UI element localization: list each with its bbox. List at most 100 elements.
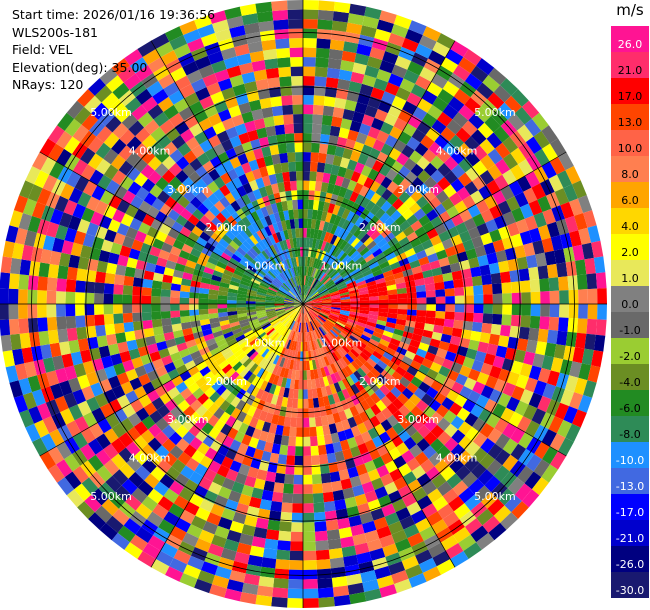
velocity-gate	[82, 180, 98, 197]
velocity-gate	[168, 503, 185, 518]
velocity-gate	[502, 169, 517, 186]
velocity-gate	[247, 41, 263, 54]
velocity-gate	[287, 152, 296, 163]
velocity-gate	[234, 123, 248, 136]
velocity-gate	[446, 119, 462, 135]
velocity-gate	[444, 351, 457, 362]
velocity-gate	[332, 392, 341, 404]
velocity-gate	[575, 259, 587, 276]
velocity-gate	[319, 406, 327, 417]
velocity-gate	[290, 531, 303, 542]
velocity-gate	[272, 343, 280, 354]
velocity-gate	[472, 213, 486, 227]
velocity-gate	[275, 264, 283, 274]
velocity-gate	[394, 578, 412, 594]
velocity-gate	[320, 325, 329, 334]
velocity-gate	[308, 266, 313, 277]
velocity-gate	[239, 367, 250, 378]
velocity-gate	[454, 287, 465, 296]
velocity-gate	[315, 549, 330, 561]
velocity-gate	[340, 306, 351, 309]
velocity-gate	[497, 102, 515, 120]
velocity-gate	[96, 126, 113, 143]
velocity-gate	[287, 228, 293, 239]
velocity-gate	[287, 369, 293, 380]
velocity-gate	[259, 499, 272, 511]
colorbar-tick-label: -1.0	[619, 324, 640, 337]
velocity-gate	[267, 270, 277, 279]
velocity-gate	[225, 392, 236, 404]
velocity-gate	[479, 332, 491, 344]
velocity-gate	[433, 203, 447, 216]
velocity-gate	[220, 388, 232, 400]
velocity-gate	[420, 336, 432, 346]
velocity-gate	[281, 396, 289, 408]
velocity-gate	[173, 43, 191, 59]
velocity-gate	[243, 22, 260, 35]
velocity-gate	[295, 312, 300, 322]
velocity-gate	[253, 118, 266, 130]
velocity-gate	[309, 290, 318, 298]
velocity-gate	[397, 304, 408, 310]
velocity-gate	[388, 521, 404, 535]
velocity-gate	[307, 322, 312, 332]
velocity-gate	[517, 465, 534, 484]
velocity-gate	[337, 166, 347, 178]
velocity-gate	[286, 280, 293, 289]
velocity-gate	[286, 319, 293, 328]
velocity-gate	[297, 398, 303, 409]
velocity-gate	[299, 304, 303, 313]
velocity-gate	[287, 309, 296, 316]
velocity-gate	[221, 327, 232, 335]
velocity-gate	[541, 464, 558, 483]
velocity-gate	[259, 319, 270, 326]
scan-info: Start time: 2026/01/16 19:36:56 WLS200s-…	[12, 6, 215, 94]
velocity-gate	[313, 228, 319, 239]
velocity-gate	[366, 257, 377, 266]
velocity-gate	[208, 481, 222, 495]
velocity-gate	[118, 432, 134, 448]
velocity-gate	[290, 57, 303, 67]
velocity-gate	[117, 65, 136, 83]
velocity-gate	[57, 112, 75, 131]
velocity-gate	[329, 288, 339, 294]
velocity-gate	[274, 305, 285, 307]
velocity-gate	[386, 284, 397, 291]
velocity-gate	[266, 292, 276, 297]
velocity-gate	[467, 204, 481, 218]
velocity-gate	[319, 311, 329, 317]
velocity-gate	[349, 264, 359, 273]
velocity-gate	[189, 123, 204, 137]
velocity-gate	[325, 153, 335, 165]
velocity-gate	[151, 318, 163, 328]
velocity-gate	[199, 287, 210, 295]
velocity-gate	[295, 304, 303, 311]
velocity-gate	[64, 454, 81, 472]
velocity-gate	[261, 107, 274, 119]
velocity-gate	[345, 375, 355, 387]
velocity-gate	[374, 486, 388, 500]
velocity-gate	[179, 509, 196, 525]
velocity-gate	[468, 113, 485, 130]
velocity-gate	[285, 329, 292, 339]
velocity-gate	[406, 309, 417, 316]
velocity-gate	[257, 287, 268, 293]
velocity-gate	[401, 387, 414, 400]
velocity-gate	[118, 145, 134, 161]
velocity-gate	[96, 465, 113, 482]
velocity-gate	[268, 224, 276, 235]
velocity-gate	[436, 527, 453, 543]
velocity-gate	[430, 169, 445, 184]
velocity-gate	[308, 407, 315, 418]
velocity-gate	[500, 407, 515, 423]
velocity-gate	[283, 483, 294, 494]
velocity-gate	[433, 392, 447, 405]
velocity-gate	[322, 324, 330, 333]
velocity-gate	[312, 248, 318, 259]
velocity-gate	[318, 314, 327, 321]
velocity-gate	[82, 360, 96, 375]
velocity-gate	[376, 223, 388, 235]
velocity-gate	[444, 170, 458, 185]
velocity-gate	[289, 38, 303, 48]
velocity-gate	[8, 288, 19, 304]
